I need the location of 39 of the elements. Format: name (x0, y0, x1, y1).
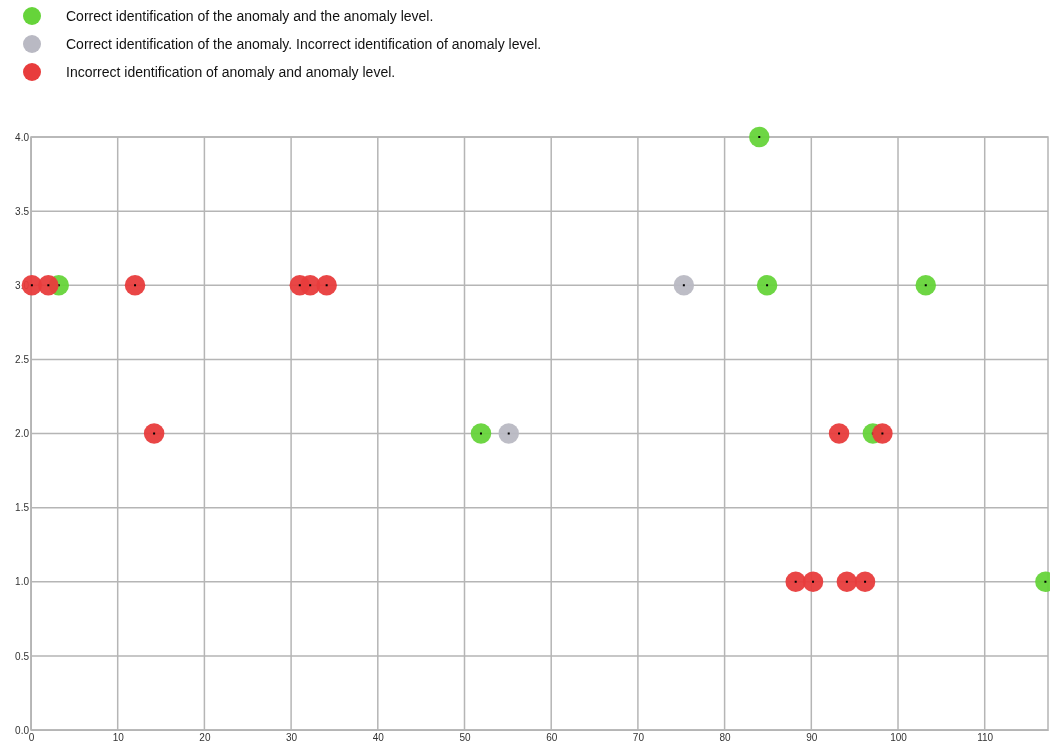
point (915, 275, 936, 296)
point (749, 126, 770, 148)
x-tick-label: 40 (372, 732, 385, 744)
point (470, 423, 492, 444)
point (836, 571, 858, 592)
point (802, 571, 824, 592)
x-tick-label: 100 (890, 732, 908, 744)
point (756, 275, 778, 296)
y-tick-label: 2.0 (15, 428, 30, 440)
x-tick-label: 90 (806, 732, 818, 744)
y-tick-label: 0.0 (15, 724, 30, 736)
point (785, 571, 806, 592)
y-tick-label: 1.0 (15, 576, 30, 588)
x-tick-label: 50 (459, 732, 471, 744)
legend-label: Correct identification of the anomaly and the anomaly level. (66, 8, 434, 24)
y-tick-label: 1.5 (15, 502, 30, 514)
x-tick-label: 70 (632, 732, 645, 744)
point (872, 423, 893, 444)
point (828, 423, 850, 444)
x-tick-label: 110 (977, 732, 994, 744)
x-tick-label: 20 (199, 732, 211, 744)
x-tick-label: 30 (286, 732, 298, 744)
point (38, 275, 59, 296)
x-tick-label: 0 (28, 732, 35, 744)
point (316, 275, 337, 296)
x-tick-label: 10 (112, 732, 125, 744)
legend-label: Correct identification of the anomaly. Incorrect identification of anomaly level. (66, 36, 542, 52)
x-tick-label: 80 (719, 732, 732, 744)
point (854, 571, 876, 592)
y-tick-label: 0.5 (15, 650, 30, 662)
point (143, 423, 165, 444)
y-tick-label: 4.0 (15, 131, 30, 143)
y-tick-label: 2.5 (15, 354, 30, 366)
point (673, 275, 695, 296)
y-tick-label: 3.5 (15, 205, 30, 217)
point (498, 423, 519, 444)
legend-label: Incorrect identification of anomaly and anomaly level. (66, 64, 396, 80)
x-tick-label: 60 (546, 732, 558, 744)
point (124, 275, 146, 296)
